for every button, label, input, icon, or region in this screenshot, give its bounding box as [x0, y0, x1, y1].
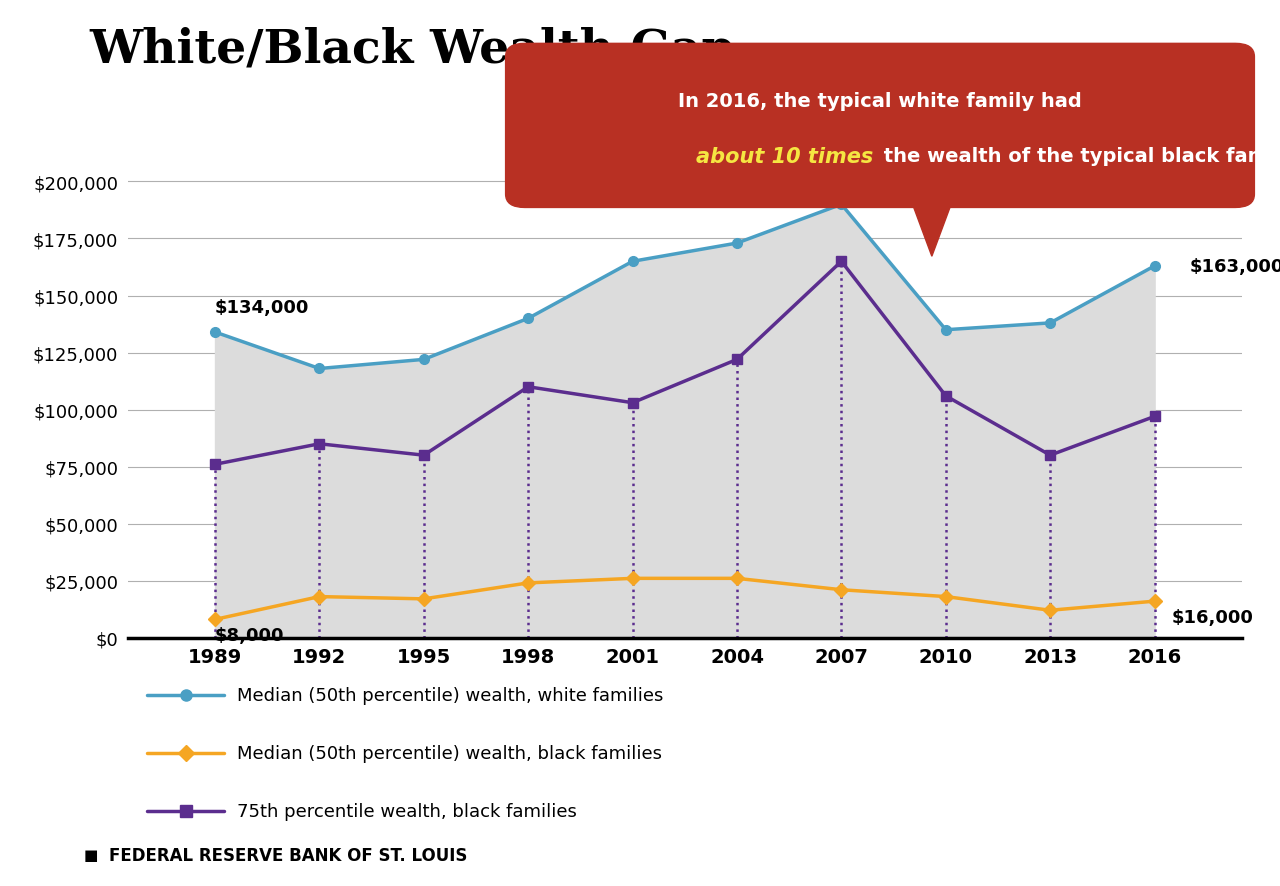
Text: ■: ■ [83, 848, 97, 862]
Text: In 2016, the typical white family had: In 2016, the typical white family had [678, 92, 1082, 111]
Text: about 10 times: about 10 times [696, 146, 874, 167]
Text: $134,000: $134,000 [215, 299, 310, 316]
Text: FEDERAL RESERVE BANK OF ST. LOUIS: FEDERAL RESERVE BANK OF ST. LOUIS [109, 846, 467, 864]
Text: $16,000: $16,000 [1172, 609, 1254, 626]
Text: Median (50th percentile) wealth, black families: Median (50th percentile) wealth, black f… [237, 744, 662, 762]
Text: the wealth of the typical black family.: the wealth of the typical black family. [878, 147, 1280, 166]
Text: 75th percentile wealth, black families: 75th percentile wealth, black families [237, 802, 577, 820]
Text: White/Black Wealth Gap: White/Black Wealth Gap [90, 27, 735, 73]
Text: Median (50th percentile) wealth, white families: Median (50th percentile) wealth, white f… [237, 687, 663, 704]
Text: $8,000: $8,000 [215, 626, 284, 644]
Text: $163,000: $163,000 [1189, 258, 1280, 276]
